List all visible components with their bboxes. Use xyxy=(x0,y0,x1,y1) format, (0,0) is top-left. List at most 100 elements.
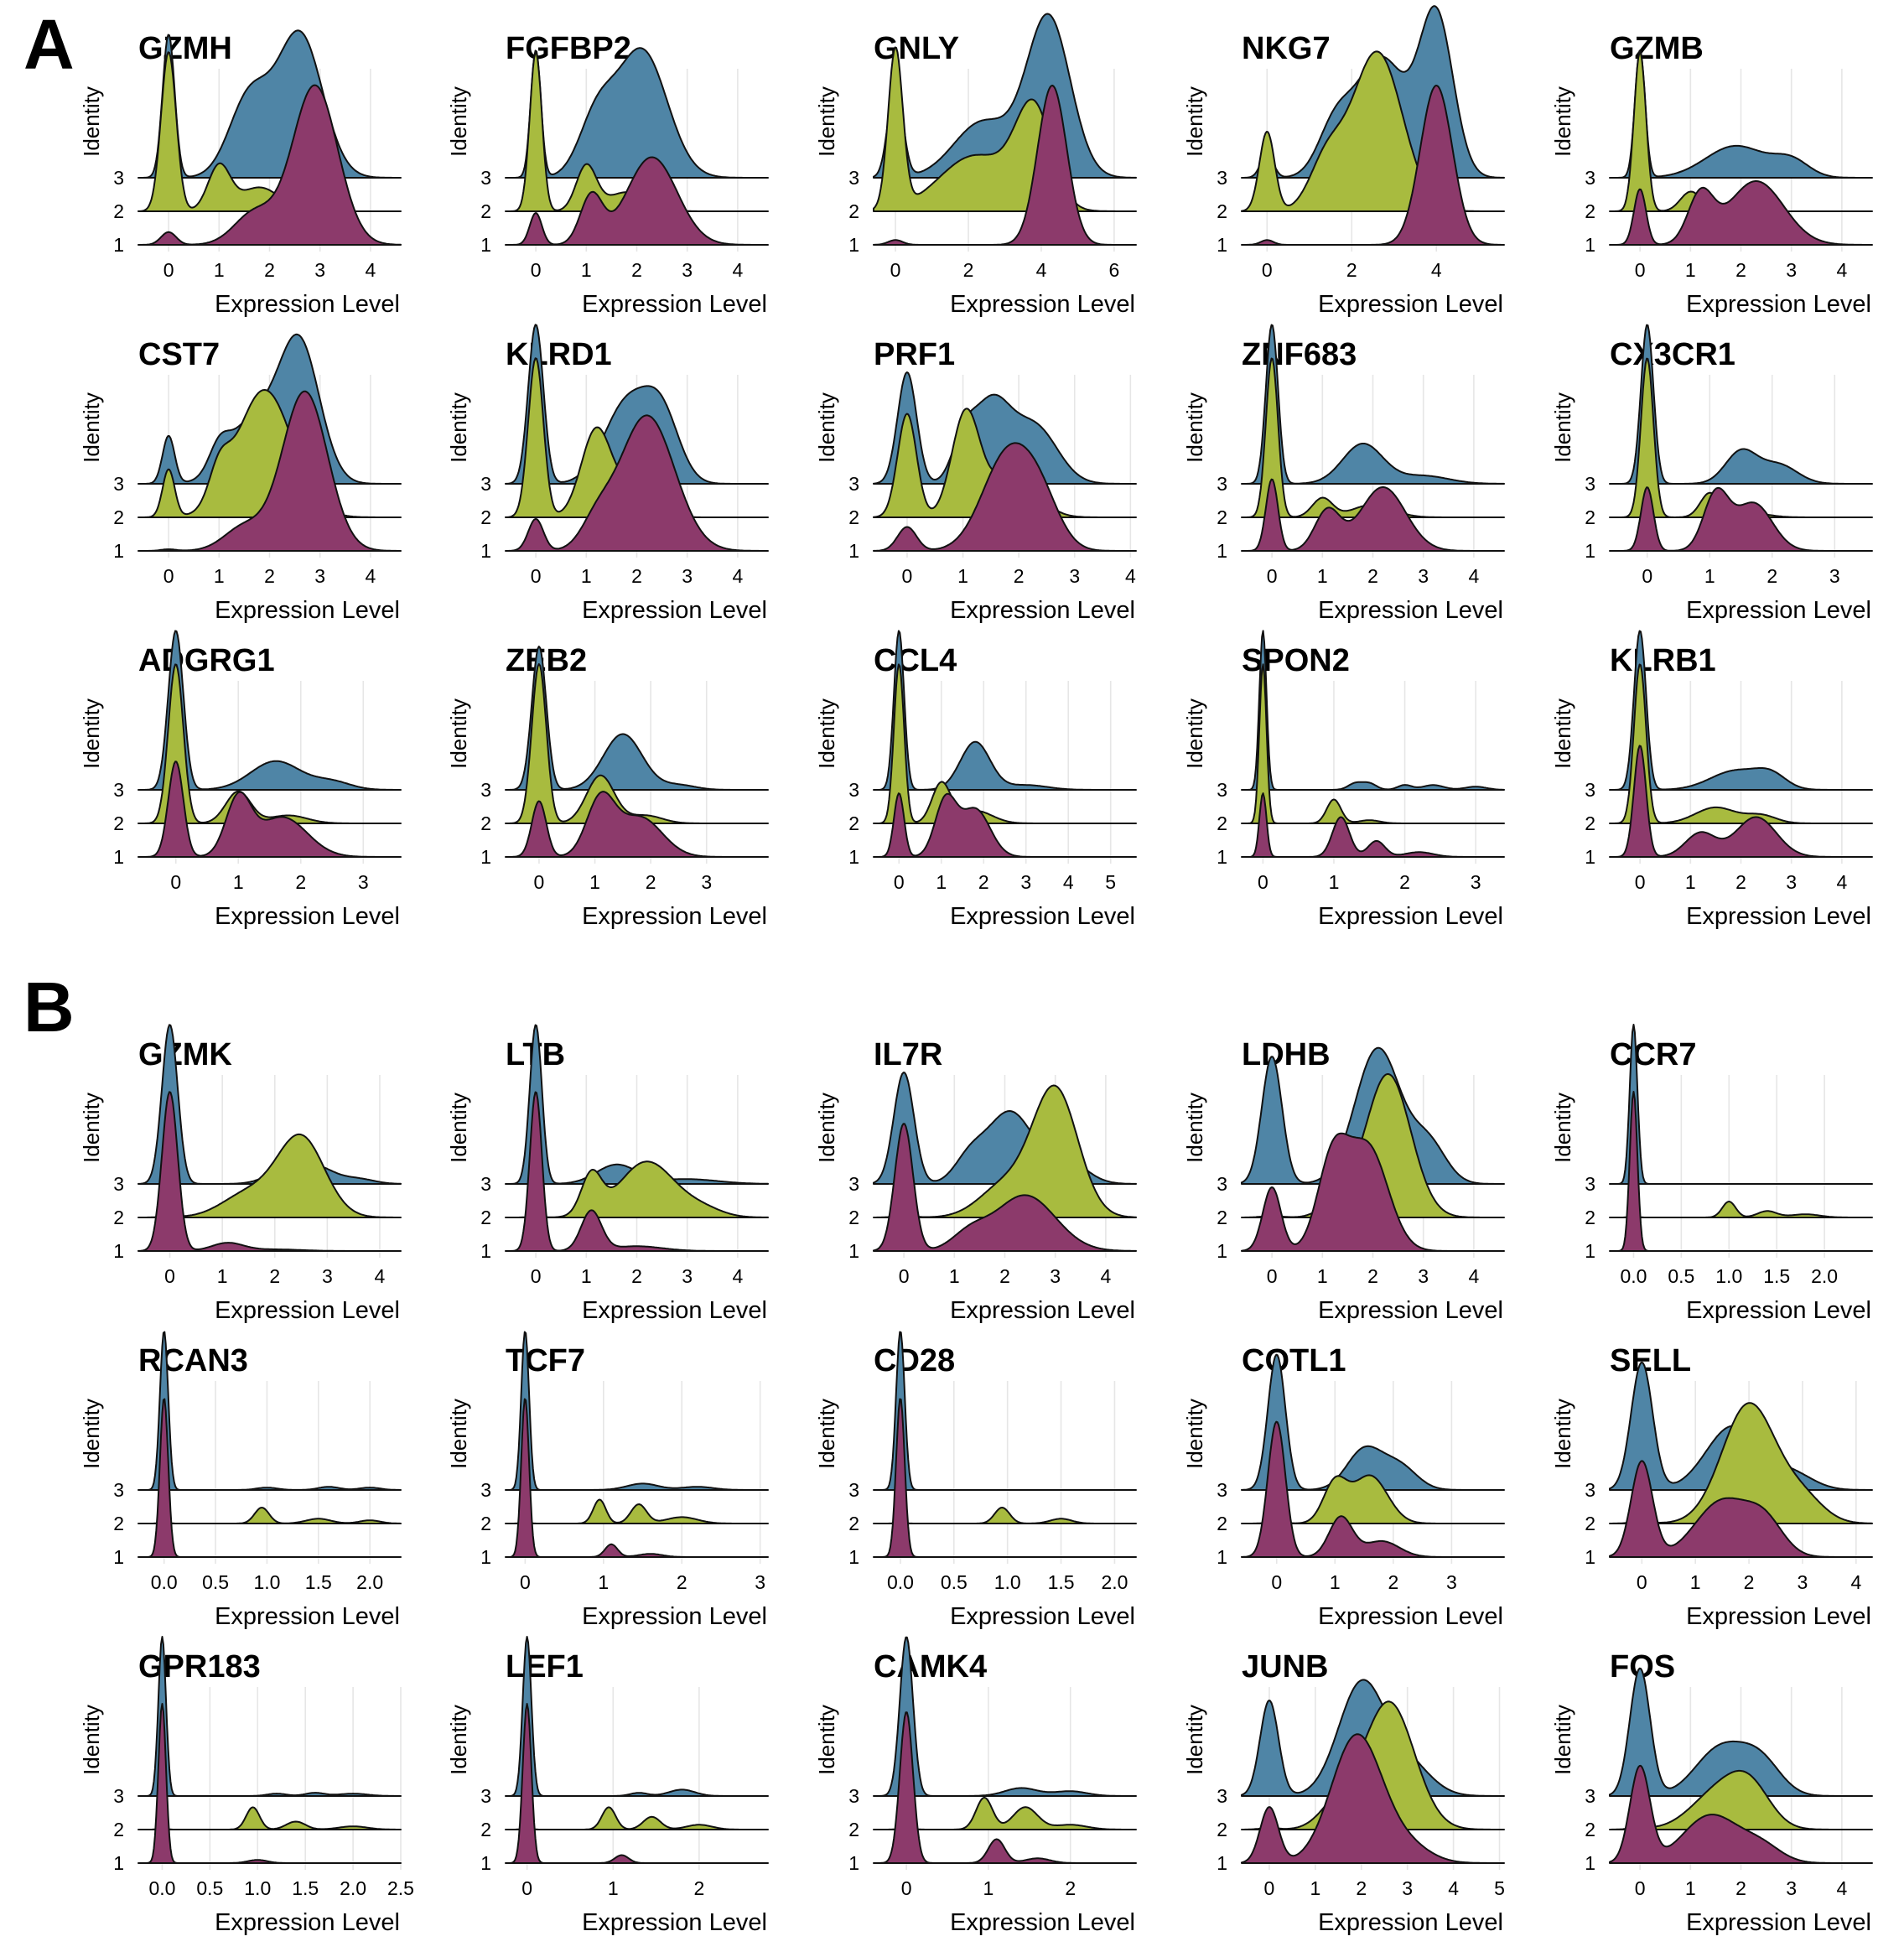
y-axis-label: Identity xyxy=(79,1399,104,1469)
x-tick-label: 2.0 xyxy=(1811,1265,1838,1287)
x-tick-label: 0 xyxy=(894,871,905,893)
ridge-identity-2 xyxy=(873,46,1137,212)
x-axis-label: Expression Level xyxy=(215,291,400,318)
x-tick-label: 0 xyxy=(1271,1571,1282,1593)
x-tick-label: 1.5 xyxy=(1048,1571,1075,1593)
x-tick-label: 1 xyxy=(957,565,968,587)
x-axis-label: Expression Level xyxy=(1686,1297,1871,1324)
x-tick-label: 4 xyxy=(732,1265,743,1287)
x-axis-label: Expression Level xyxy=(582,1603,767,1630)
plot-title: CAMK4 xyxy=(874,1649,987,1684)
ridge-identity-1 xyxy=(505,791,769,858)
ridge-identity-1 xyxy=(1241,1132,1505,1252)
x-tick-label: 2 xyxy=(646,871,656,893)
x-tick-label: 4 xyxy=(1063,871,1074,893)
plot-title: GZMB xyxy=(1610,31,1704,66)
identity-label-2: 2 xyxy=(113,506,124,528)
x-tick-label: 6 xyxy=(1109,259,1120,281)
x-axis-label: Expression Level xyxy=(1318,597,1503,624)
ridge-identity-1 xyxy=(873,1398,1137,1558)
x-tick-label: 1 xyxy=(1690,1571,1701,1593)
identity-label-3: 3 xyxy=(1217,167,1227,189)
plot-title: ZNF683 xyxy=(1242,337,1357,372)
ridge-identity-1 xyxy=(505,414,769,552)
x-tick-label: 0.0 xyxy=(148,1877,175,1899)
x-tick-label: 1 xyxy=(1685,259,1696,281)
ridge-plot-cotl1: COTL1 Identity 1 2 3 0 1 2 3 Expression Level xyxy=(1182,1343,1505,1630)
x-axis-label: Expression Level xyxy=(582,1297,767,1324)
x-tick-label: 2 xyxy=(1065,1877,1076,1899)
identity-label-2: 2 xyxy=(848,1819,859,1840)
identity-label-1: 1 xyxy=(1217,1546,1227,1568)
x-tick-label: 1.0 xyxy=(253,1571,280,1593)
x-tick-label: 1 xyxy=(1317,565,1328,587)
y-axis-label: Identity xyxy=(446,392,471,463)
identity-label-3: 3 xyxy=(1217,1479,1227,1501)
ridge-identity-1 xyxy=(137,84,402,246)
x-tick-label: 0 xyxy=(1637,1571,1647,1593)
ridge-identity-2 xyxy=(873,663,1137,824)
x-tick-label: 4 xyxy=(365,259,376,281)
plot-title: CCL4 xyxy=(874,643,957,678)
x-tick-label: 3 xyxy=(314,259,325,281)
x-tick-label: 4 xyxy=(1850,1571,1861,1593)
x-tick-label: 4 xyxy=(1836,259,1847,281)
identity-label-2: 2 xyxy=(480,506,491,528)
x-tick-label: 4 xyxy=(375,1265,386,1287)
identity-label-1: 1 xyxy=(1217,846,1227,868)
ridge-plot-gzmk: GZMK Identity 1 2 3 0 1 2 3 4 Expression Level xyxy=(79,1024,402,1324)
y-axis-label: Identity xyxy=(814,86,839,157)
plot-title: CX3CR1 xyxy=(1610,337,1735,372)
x-tick-label: 0 xyxy=(531,565,542,587)
ridge-identity-1 xyxy=(1609,1764,1873,1864)
x-tick-label: 3 xyxy=(1786,259,1797,281)
x-tick-label: 4 xyxy=(365,565,376,587)
x-tick-label: 2 xyxy=(631,259,642,281)
x-tick-label: 1 xyxy=(233,871,244,893)
x-tick-label: 1 xyxy=(983,1877,994,1899)
x-tick-label: 1 xyxy=(581,1265,592,1287)
plot-title: JUNB xyxy=(1242,1649,1328,1684)
identity-label-2: 2 xyxy=(480,1207,491,1228)
identity-label-3: 3 xyxy=(1585,779,1595,801)
x-tick-label: 1.5 xyxy=(1763,1265,1790,1287)
identity-label-3: 3 xyxy=(1217,779,1227,801)
x-tick-label: 3 xyxy=(682,1265,693,1287)
ridge-identity-3 xyxy=(1609,324,1873,485)
plot-title: CCR7 xyxy=(1610,1037,1696,1072)
x-tick-label: 2 xyxy=(1356,1877,1367,1899)
ridge-identity-2 xyxy=(505,1806,769,1830)
ridge-plot-zeb2: ZEB2 Identity 1 2 3 0 1 2 3 Expression Level xyxy=(446,643,769,930)
plot-title: SELL xyxy=(1610,1343,1691,1378)
identity-label-1: 1 xyxy=(1217,540,1227,562)
ridge-plot-gzmb: GZMB Identity 1 2 3 0 1 2 3 4 Expression Level xyxy=(1550,31,1873,318)
identity-label-2: 2 xyxy=(848,1207,859,1228)
y-axis-label: Identity xyxy=(1182,1705,1207,1775)
x-tick-label: 0 xyxy=(1635,1877,1646,1899)
x-tick-label: 0 xyxy=(170,871,181,893)
x-axis-label: Expression Level xyxy=(1318,1603,1503,1630)
plot-title: RCAN3 xyxy=(138,1343,248,1378)
x-tick-label: 2 xyxy=(1735,259,1746,281)
y-axis-label: Identity xyxy=(1182,698,1207,769)
ridge-identity-1 xyxy=(137,1703,402,1864)
identity-label-1: 1 xyxy=(113,1546,124,1568)
y-axis-label: Identity xyxy=(79,392,104,463)
identity-label-2: 2 xyxy=(113,812,124,834)
x-tick-label: 0 xyxy=(531,1265,542,1287)
x-tick-label: 1 xyxy=(1329,871,1340,893)
x-axis-label: Expression Level xyxy=(950,597,1135,624)
x-tick-label: 2 xyxy=(269,1265,280,1287)
x-tick-label: 0.5 xyxy=(202,1571,229,1593)
ridge-identity-2 xyxy=(137,1507,402,1524)
identity-label-2: 2 xyxy=(480,1819,491,1840)
ridge-identity-2 xyxy=(137,51,402,212)
x-tick-label: 2 xyxy=(1014,565,1025,587)
ridge-identity-1 xyxy=(1241,1420,1505,1558)
x-axis-label: Expression Level xyxy=(215,1297,400,1324)
identity-label-3: 3 xyxy=(1585,167,1595,189)
identity-label-2: 2 xyxy=(113,200,124,222)
x-tick-label: 1 xyxy=(598,1571,609,1593)
x-tick-label: 0 xyxy=(1642,565,1652,587)
x-tick-label: 3 xyxy=(322,1265,333,1287)
